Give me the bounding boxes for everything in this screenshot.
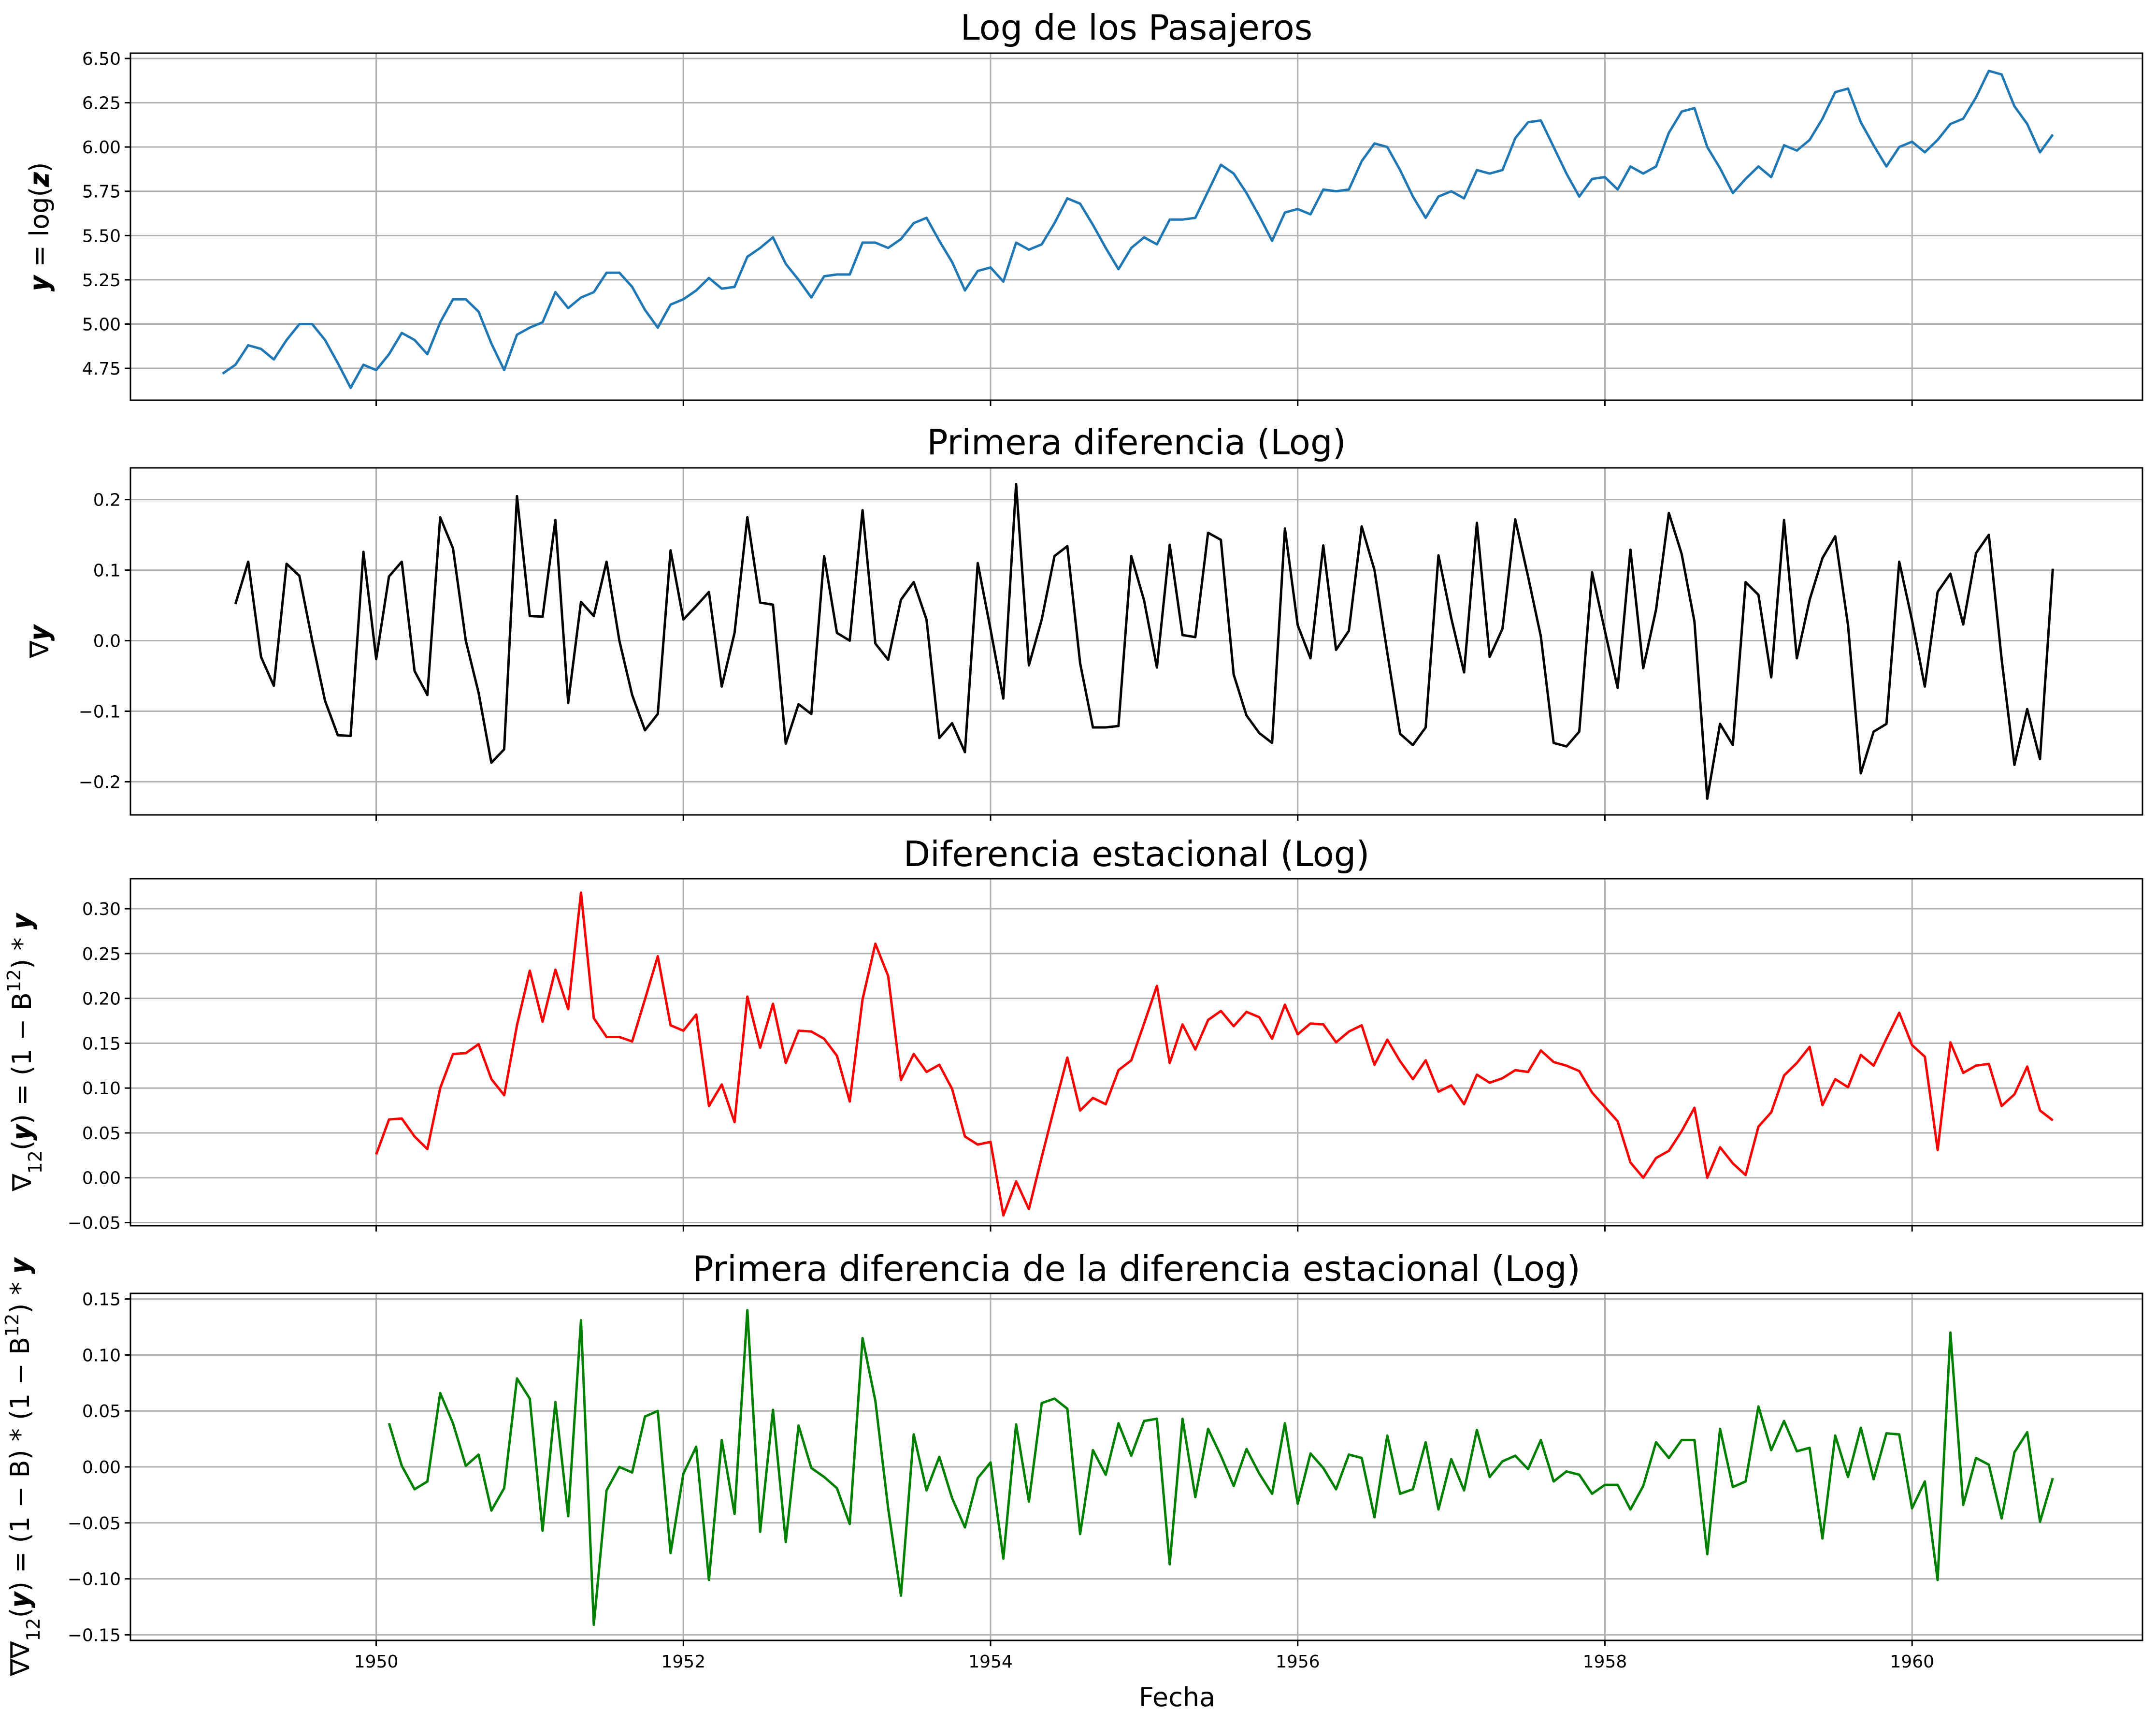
y-axis-label: ∇𝒚 (24, 623, 55, 658)
y-tick-label: 0.2 (93, 491, 121, 510)
x-tick-label: 1956 (1276, 1652, 1320, 1672)
y-tick-label: 0.30 (82, 899, 121, 919)
y-tick-label: −0.05 (68, 1514, 121, 1534)
y-tick-label: −0.05 (68, 1214, 121, 1233)
y-tick-label: 0.20 (82, 989, 121, 1009)
y-axis-label: ∇∇12(𝒚) = (1 − B) * (1 − B12) * 𝒚 (1, 1257, 44, 1677)
x-tick-label: 1958 (1583, 1652, 1627, 1672)
panel-title: Diferencia estacional (Log) (904, 834, 1370, 874)
y-tick-label: 0.1 (93, 561, 121, 581)
y-axis-label: 𝒚 = log(𝒛) (24, 162, 55, 291)
chart-panel-first-of-seasonal-difference: Primera diferencia de la diferencia esta… (1, 1248, 2143, 1677)
series-line (375, 891, 2054, 1217)
y-tick-label: 6.00 (82, 138, 121, 158)
x-axis-label: Fecha (1139, 1682, 1215, 1712)
x-tick-label: 1950 (354, 1652, 399, 1672)
y-tick-label: 0.0 (93, 632, 121, 652)
series-line (234, 483, 2054, 800)
y-tick-label: 0.00 (82, 1169, 121, 1189)
y-tick-label: 0.15 (82, 1290, 121, 1310)
y-tick-label: 5.75 (82, 182, 121, 202)
y-tick-label: 5.50 (82, 226, 121, 246)
panel-title: Primera diferencia (Log) (927, 422, 1346, 463)
y-tick-label: 4.75 (82, 359, 121, 379)
chart-panel-seasonal-difference: Diferencia estacional (Log) −0.05 0.00 0.05… (3, 834, 2143, 1233)
chart-panel-log-passengers: Log de los Pasajeros 4.75 5.00 5.25 5.50 5.75… (24, 7, 2143, 406)
series-line (222, 70, 2054, 389)
y-tick-label: 0.00 (82, 1458, 121, 1478)
x-tick-label: 1952 (661, 1652, 705, 1672)
y-tick-label: −0.15 (68, 1625, 121, 1645)
y-tick-label: 6.25 (82, 94, 121, 114)
plot-frame (129, 52, 2143, 401)
y-tick-label: 0.05 (82, 1124, 121, 1144)
y-tick-label: 0.15 (82, 1034, 121, 1054)
y-tick-label: 0.25 (82, 944, 121, 964)
y-tick-label: −0.1 (79, 702, 121, 722)
x-tick-label: 1960 (1890, 1652, 1934, 1672)
y-tick-label: −0.2 (79, 772, 121, 792)
plot-frame (129, 878, 2143, 1227)
y-axis-label: ∇12(𝒚) = (1 − B12) * 𝒚 (3, 912, 46, 1191)
y-tick-label: 6.50 (82, 49, 121, 69)
y-tick-label: −0.10 (68, 1570, 121, 1590)
y-tick-label: 0.05 (82, 1402, 121, 1421)
y-tick-label: 0.10 (82, 1079, 121, 1099)
series-line (388, 1309, 2054, 1626)
panel-title: Primera diferencia de la diferencia esta… (692, 1248, 1581, 1289)
y-tick-label: 0.10 (82, 1346, 121, 1365)
y-tick-label: 5.00 (82, 315, 121, 334)
panel-title: Log de los Pasajeros (961, 7, 1313, 48)
y-tick-label: 5.25 (82, 271, 121, 290)
chart-panel-first-difference: Primera diferencia (Log) −0.2 −0.1 0.0 0.1 0.… (24, 422, 2143, 821)
x-tick-label: 1954 (968, 1652, 1013, 1672)
